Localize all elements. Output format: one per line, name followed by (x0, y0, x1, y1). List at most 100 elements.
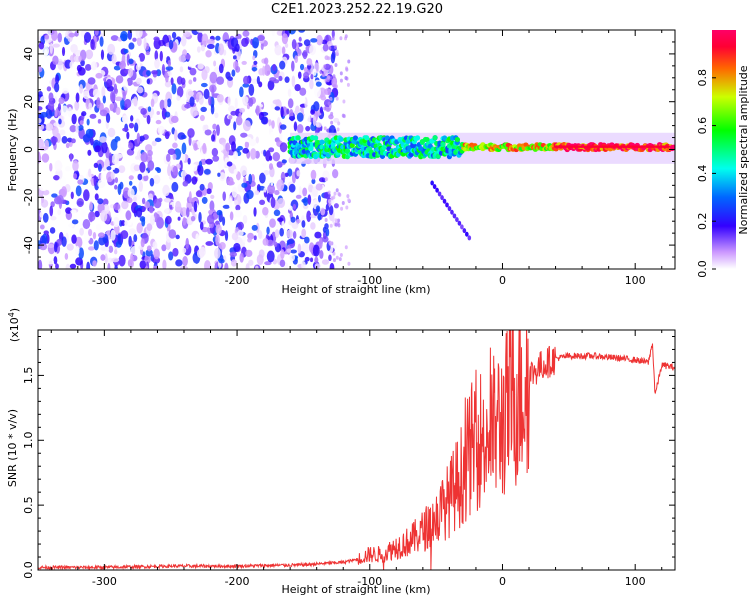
snr-series (38, 330, 675, 570)
heatmap-cell (314, 85, 321, 98)
heatmap-cell (279, 124, 287, 130)
heatmap-cell (107, 43, 116, 55)
heatmap-cell (227, 180, 235, 186)
heatmap-cell (327, 75, 331, 80)
heatmap-cell (310, 38, 318, 43)
heatmap-cell (49, 42, 53, 55)
heatmap-cell (151, 70, 159, 75)
x-tick-label: -300 (92, 274, 117, 287)
heatmap-cell (207, 38, 215, 45)
heatmap-cell (310, 109, 315, 115)
heatmap-cell (442, 198, 447, 204)
heatmap-cell (46, 86, 52, 92)
heatmap-cell (88, 228, 93, 237)
snr-frame (37, 329, 676, 571)
y-tick-label: 1.5 (22, 367, 35, 385)
heatmap-cell (140, 151, 148, 163)
heatmap-cell (126, 77, 133, 87)
heatmap-cell (71, 138, 76, 144)
heatmap-cell (200, 106, 207, 112)
heatmap-cell (136, 77, 142, 85)
heatmap-cell (172, 247, 179, 257)
heatmap-cell (324, 177, 328, 182)
heatmap-cell (158, 197, 163, 203)
heatmap-cell (120, 97, 125, 110)
heatmap-cell (67, 106, 73, 118)
heatmap-cell (336, 221, 340, 226)
colorbar-tick-label: 0.2 (696, 212, 709, 230)
heatmap-cell (363, 135, 370, 141)
heatmap-cell (172, 165, 178, 176)
heatmap-cell (256, 76, 260, 85)
heatmap-cell (133, 122, 139, 133)
heatmap-cell (162, 184, 170, 197)
heatmap-cell (114, 265, 118, 269)
heatmap-cell (125, 210, 132, 221)
heatmap-cell (187, 157, 191, 165)
heatmap-cell (231, 141, 236, 152)
heatmap-cell (205, 158, 213, 165)
heatmap-cell (259, 172, 266, 184)
heatmap-cell (175, 259, 183, 267)
heatmap-cell (341, 113, 345, 118)
heatmap-cell (52, 55, 59, 66)
heatmap-cell (153, 212, 158, 220)
heatmap-cell (244, 141, 250, 149)
heatmap-cell (94, 145, 101, 153)
heatmap-cell (128, 122, 135, 129)
heatmap-cell (310, 169, 317, 180)
heatmap-cell (211, 86, 215, 98)
heatmap-cell (190, 215, 196, 222)
heatmap-cell (225, 142, 231, 152)
heatmap-cell (139, 260, 147, 269)
heatmap-cell (211, 134, 216, 142)
heatmap-cell (100, 171, 108, 183)
heatmap-cell (152, 113, 160, 120)
heatmap-cell (332, 251, 336, 256)
heatmap-cell (126, 131, 130, 140)
heatmap-cell (75, 257, 83, 266)
heatmap-cell (70, 209, 77, 214)
heatmap-cell (197, 31, 203, 43)
heatmap-cell (78, 55, 82, 63)
heatmap-cell (147, 106, 152, 112)
heatmap-cell (170, 77, 174, 86)
heatmap-cell (64, 253, 69, 260)
heatmap-cell (49, 162, 53, 172)
heatmap-cell (75, 245, 80, 256)
heatmap-cell (313, 135, 319, 141)
heatmap-cell (205, 50, 212, 58)
y-tick-label: -40 (22, 236, 35, 254)
heatmap-cell (432, 184, 437, 190)
heatmap-cell (284, 76, 290, 83)
heatmap-cell (240, 132, 248, 138)
heatmap-cell (71, 234, 77, 244)
heatmap-cell (263, 57, 269, 65)
heatmap-cell (301, 260, 306, 269)
heatmap-cell (248, 173, 252, 185)
heatmap-cell (110, 171, 115, 180)
heatmap-cell (320, 95, 327, 101)
x-tick-label: 100 (625, 575, 646, 588)
heatmap-cell (292, 231, 297, 239)
heatmap-cell (337, 191, 341, 196)
heatmap-cell (232, 55, 237, 60)
heatmap-cell (218, 43, 225, 56)
heatmap-cell (286, 229, 294, 239)
heatmap-cell (88, 168, 92, 178)
heatmap-cell (45, 109, 53, 119)
colorbar-tick-label: 0.6 (696, 117, 709, 135)
heatmap-cell (128, 142, 134, 149)
heatmap-cell (344, 75, 348, 80)
heatmap-cell (218, 258, 225, 264)
heatmap-cell (195, 93, 200, 103)
heatmap-cell (133, 234, 138, 243)
heatmap-cell (92, 232, 97, 240)
heatmap-cell (186, 207, 190, 218)
heatmap-cell (299, 63, 305, 71)
heatmap-cell (50, 215, 57, 221)
heatmap-cell (82, 90, 90, 100)
heatmap-cell (327, 56, 331, 61)
heatmap-cell (53, 96, 58, 106)
heatmap-cell (159, 99, 166, 110)
